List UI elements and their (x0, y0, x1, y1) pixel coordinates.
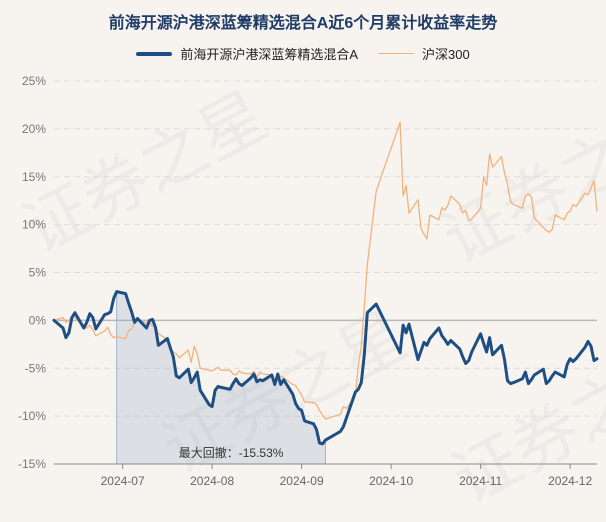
y-tick-label: 10% (22, 218, 46, 232)
legend-swatch-fund (136, 51, 173, 56)
legend-item-index[interactable]: 沪深300 (377, 44, 470, 63)
series-line-fund (52, 290, 599, 446)
legend-label-fund: 前海开源沪港深蓝筹精选混合A (180, 47, 358, 62)
drawdown-area (116, 291, 326, 464)
y-tick-label: 15% (22, 170, 46, 184)
x-tick-label: 2024-12 (548, 474, 592, 488)
plot-area: 25% 20% 15% 10% 5% 0% -5% -10% -15% 最大回撤：-15.53% 2… (18, 74, 599, 488)
x-tick-label: 2024-10 (369, 474, 413, 488)
chart-title: 前海开源沪港深蓝筹精选混合A近6个月累计收益率走势 (108, 15, 498, 32)
y-tick-label: 20% (22, 122, 46, 136)
legend: 前海开源沪港深蓝筹精选混合A 沪深300 (0, 44, 606, 63)
legend-swatch-index (377, 52, 414, 55)
drawdown-label: 最大回撤：-15.53% (179, 445, 284, 460)
x-tick-label: 2024-08 (190, 474, 234, 488)
legend-label-index: 沪深300 (421, 47, 470, 62)
x-tick-label: 2024-09 (280, 474, 324, 488)
y-tick-label: 0% (29, 313, 47, 327)
y-tick-label: -15% (18, 457, 46, 471)
y-tick-label: 5% (29, 266, 47, 280)
y-tick-label: -10% (18, 409, 46, 423)
y-tick-label: -5% (25, 361, 47, 375)
legend-item-fund[interactable]: 前海开源沪港深蓝筹精选混合A (136, 44, 358, 63)
x-tick-label: 2024-07 (101, 474, 145, 488)
y-tick-label: 25% (22, 74, 46, 88)
x-tick-label: 2024-11 (459, 474, 502, 488)
